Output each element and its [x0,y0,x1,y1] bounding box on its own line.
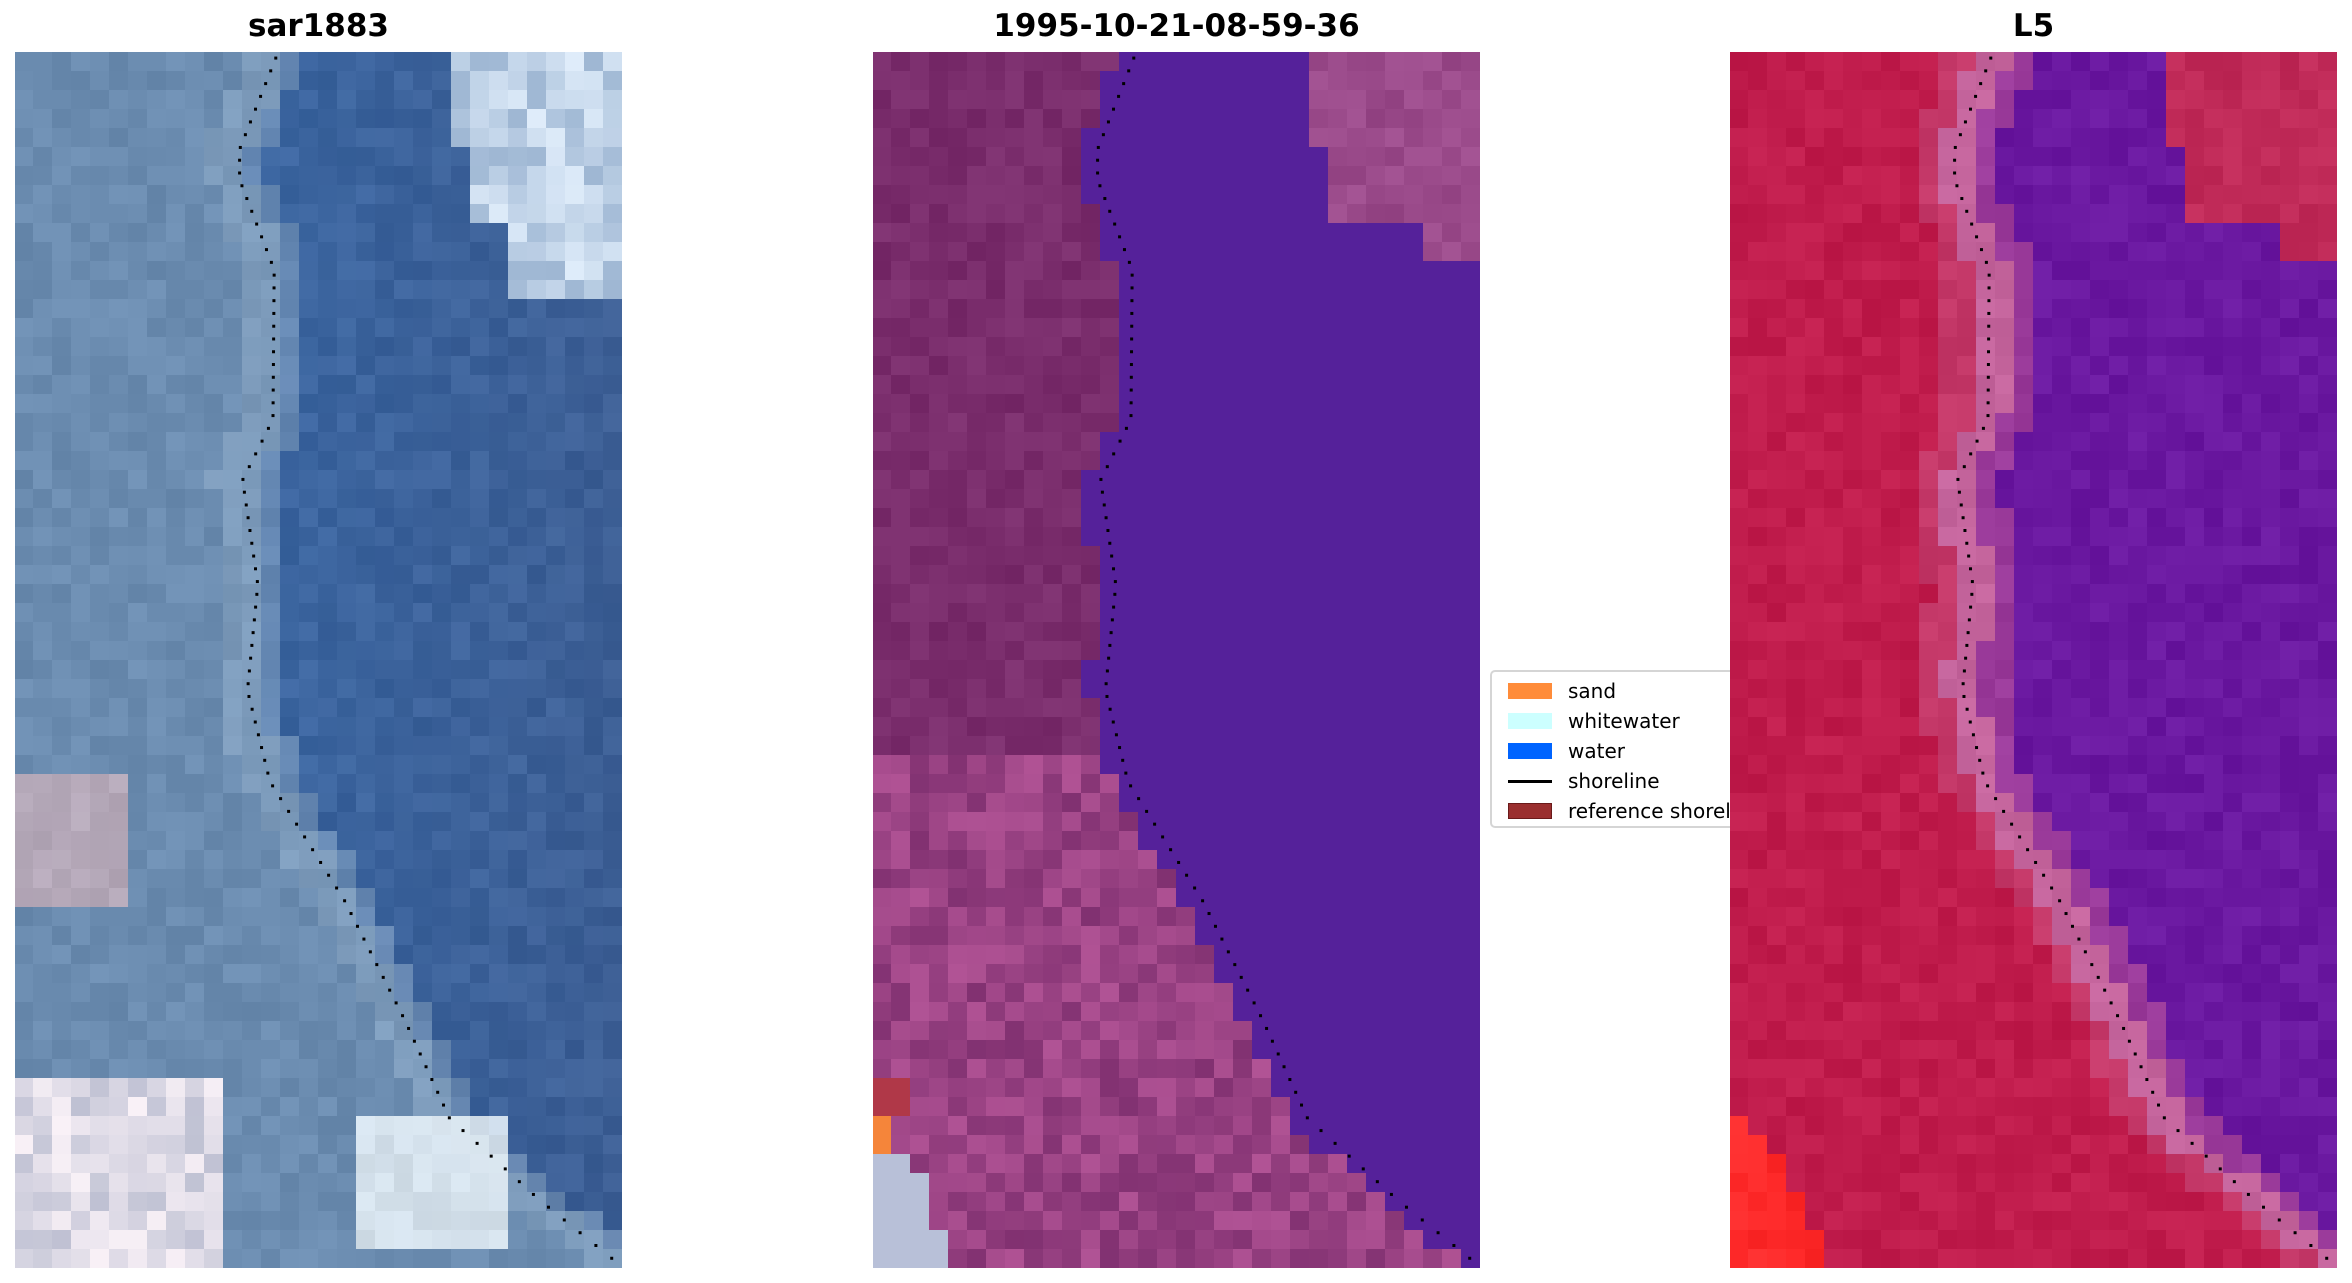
legend-item-water: water [1508,736,1625,766]
shoreline-line-swatch [1508,779,1552,783]
legend-item-whitewater: whitewater [1508,706,1680,736]
panel-title-l5: L5 [2012,8,2055,44]
sand-swatch [1508,683,1552,699]
legend-item-reference-shoreline: reference shoreline [1508,796,1761,826]
legend: sand whitewater water shoreline referenc… [1490,670,1761,828]
panel-title-date: 1995-10-21-08-59-36 [993,8,1360,44]
panel-title-sar: sar1883 [248,8,389,44]
legend-label: water [1568,739,1625,763]
classified-image-panel [873,52,1480,1268]
whitewater-swatch [1508,713,1552,729]
legend-item-shoreline: shoreline [1508,766,1660,796]
l5-image-panel [1730,52,2337,1268]
legend-label: sand [1568,679,1617,703]
legend-item-sand: sand [1508,676,1616,706]
rgb-image-panel [15,52,622,1268]
legend-label: shoreline [1568,769,1660,793]
reference-shoreline-swatch [1508,803,1552,819]
legend-label: whitewater [1568,709,1680,733]
water-swatch [1508,743,1552,759]
legend-label: reference shoreline [1568,799,1762,823]
